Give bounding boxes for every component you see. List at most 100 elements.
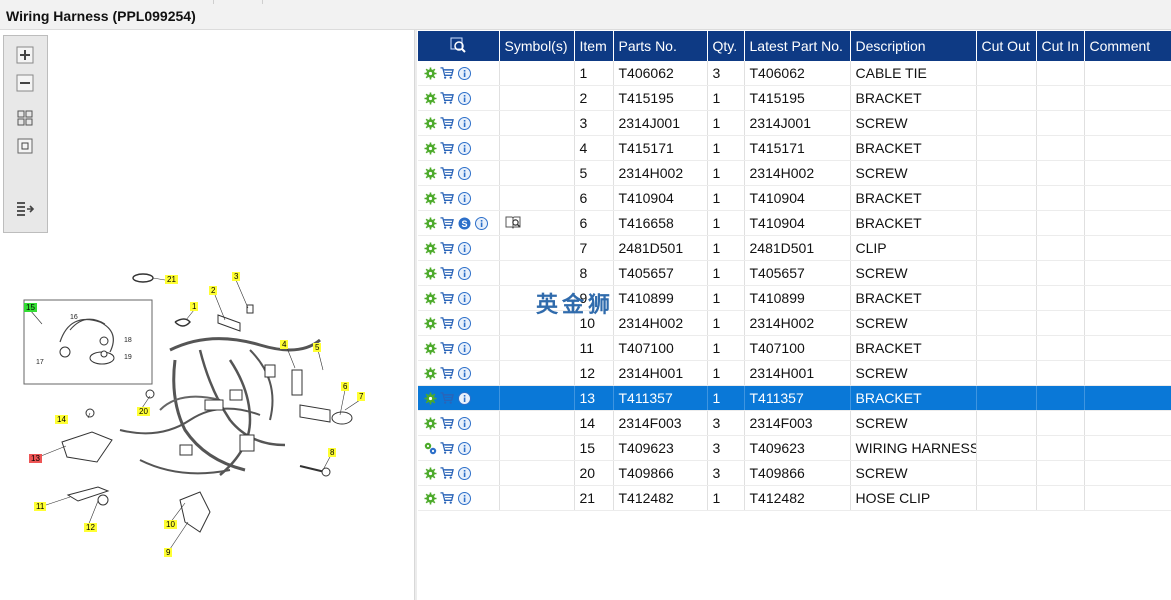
table-row[interactable]: 14 2314F003 3 2314F003 SCREW: [418, 410, 1171, 436]
info-icon[interactable]: [457, 166, 471, 180]
info-icon[interactable]: [457, 366, 471, 380]
column-header-latest-part-no[interactable]: Latest Part No.: [744, 31, 851, 61]
callout-label[interactable]: 9: [164, 548, 173, 557]
column-header-symbols[interactable]: Symbol(s): [499, 31, 575, 61]
column-header-actions[interactable]: [418, 31, 500, 61]
callout-label[interactable]: 11: [34, 502, 47, 511]
fit-grid-icon[interactable]: [15, 108, 35, 128]
info-icon[interactable]: [457, 391, 471, 405]
callout-label[interactable]: 3: [232, 272, 241, 281]
gear-icon[interactable]: [423, 66, 437, 80]
info-icon[interactable]: [457, 341, 471, 355]
info-icon[interactable]: [457, 116, 471, 130]
callout-label[interactable]: 21: [165, 275, 178, 284]
gear-icon[interactable]: [423, 141, 437, 155]
table-row[interactable]: 15 T409623 3 T409623 WIRING HARNESS: [418, 435, 1171, 461]
gear-icon[interactable]: [423, 316, 437, 330]
column-header-parts-no[interactable]: Parts No.: [613, 31, 708, 61]
cart-icon[interactable]: [440, 316, 454, 330]
cart-icon[interactable]: [440, 166, 454, 180]
zoom-in-icon[interactable]: [15, 45, 35, 65]
info-icon[interactable]: [457, 466, 471, 480]
column-header-description[interactable]: Description: [850, 31, 977, 61]
gear-icon[interactable]: [423, 416, 437, 430]
callout-label[interactable]: 12: [84, 523, 97, 532]
callout-label[interactable]: 8: [328, 448, 337, 457]
callout-label[interactable]: 5: [313, 343, 322, 352]
cart-icon[interactable]: [440, 441, 454, 455]
callout-label[interactable]: 2: [209, 286, 218, 295]
cart-icon[interactable]: [440, 341, 454, 355]
cart-icon[interactable]: [440, 491, 454, 505]
table-row[interactable]: 21 T412482 1 T412482 HOSE CLIP: [418, 485, 1171, 511]
fit-page-icon[interactable]: [15, 136, 35, 156]
gear-icon[interactable]: [423, 166, 437, 180]
callout-label[interactable]: 20: [137, 407, 150, 416]
gear-icon[interactable]: [423, 291, 437, 305]
cart-icon[interactable]: [440, 66, 454, 80]
gear-icon[interactable]: [423, 391, 437, 405]
callout-label-assembly[interactable]: 15: [24, 303, 37, 312]
info-icon[interactable]: [457, 491, 471, 505]
callout-label[interactable]: 10: [164, 520, 177, 529]
table-row[interactable]: 10 2314H002 1 2314H002 SCREW: [418, 310, 1171, 336]
cart-icon[interactable]: [440, 141, 454, 155]
cart-icon[interactable]: [440, 416, 454, 430]
info-icon[interactable]: [457, 316, 471, 330]
table-row[interactable]: 11 T407100 1 T407100 BRACKET: [418, 335, 1171, 361]
book-icon[interactable]: [505, 215, 521, 229]
gear-icon[interactable]: [423, 241, 437, 255]
cart-icon[interactable]: [440, 116, 454, 130]
gear-icon[interactable]: [423, 466, 437, 480]
info-icon[interactable]: [457, 66, 471, 80]
gear-icon[interactable]: [423, 491, 437, 505]
info-icon[interactable]: [457, 441, 471, 455]
table-row[interactable]: 6 T410904 1 T410904 BRACKET: [418, 185, 1171, 211]
callout-label[interactable]: 14: [55, 415, 68, 424]
cart-icon[interactable]: [440, 91, 454, 105]
column-header-qty[interactable]: Qty.: [707, 31, 745, 61]
gear-icon[interactable]: [423, 116, 437, 130]
gear-icon[interactable]: [423, 366, 437, 380]
pane-splitter[interactable]: [414, 30, 417, 600]
callout-label[interactable]: 1: [190, 302, 199, 311]
cart-icon[interactable]: [440, 241, 454, 255]
callout-label[interactable]: 6: [341, 382, 350, 391]
cart-icon[interactable]: [440, 366, 454, 380]
table-row[interactable]: 4 T415171 1 T415171 BRACKET: [418, 135, 1171, 161]
zoom-out-icon[interactable]: [15, 73, 35, 93]
gear-icon[interactable]: [423, 216, 437, 230]
table-row[interactable]: 9 T410899 1 T410899 BRACKET: [418, 285, 1171, 311]
table-row[interactable]: 12 2314H001 1 2314H001 SCREW: [418, 360, 1171, 386]
column-header-item[interactable]: Item: [574, 31, 614, 61]
table-row[interactable]: 20 T409866 3 T409866 SCREW: [418, 460, 1171, 486]
info-icon[interactable]: [457, 416, 471, 430]
cart-icon[interactable]: [440, 291, 454, 305]
table-row[interactable]: 3 2314J001 1 2314J001 SCREW: [418, 110, 1171, 136]
table-row[interactable]: 13 T411357 1 T411357 BRACKET: [418, 385, 1171, 411]
info-icon[interactable]: [457, 291, 471, 305]
table-row[interactable]: 8 T405657 1 T405657 SCREW: [418, 260, 1171, 286]
find-in-diagram-icon[interactable]: [450, 37, 466, 56]
column-header-cut-in[interactable]: Cut In: [1036, 31, 1085, 61]
info-icon[interactable]: [457, 91, 471, 105]
column-header-comment[interactable]: Comment: [1084, 31, 1171, 61]
callout-label-selected[interactable]: 13: [29, 454, 42, 463]
table-row[interactable]: S 6 T416658 1 T410904 BRACKET: [418, 210, 1171, 236]
column-header-cut-out[interactable]: Cut Out: [976, 31, 1037, 61]
cart-icon[interactable]: [440, 191, 454, 205]
gear-icon[interactable]: [423, 341, 437, 355]
supersede-icon[interactable]: S: [457, 216, 471, 230]
assembly-gear-icon[interactable]: [423, 441, 437, 455]
info-icon[interactable]: [457, 241, 471, 255]
cart-icon[interactable]: [440, 266, 454, 280]
export-list-icon[interactable]: [15, 199, 35, 219]
table-row[interactable]: 2 T415195 1 T415195 BRACKET: [418, 85, 1171, 111]
callout-label[interactable]: 4: [280, 340, 289, 349]
info-icon[interactable]: [474, 216, 488, 230]
table-row[interactable]: 7 2481D501 1 2481D501 CLIP: [418, 235, 1171, 261]
info-icon[interactable]: [457, 141, 471, 155]
info-icon[interactable]: [457, 266, 471, 280]
cart-icon[interactable]: [440, 391, 454, 405]
cart-icon[interactable]: [440, 216, 454, 230]
